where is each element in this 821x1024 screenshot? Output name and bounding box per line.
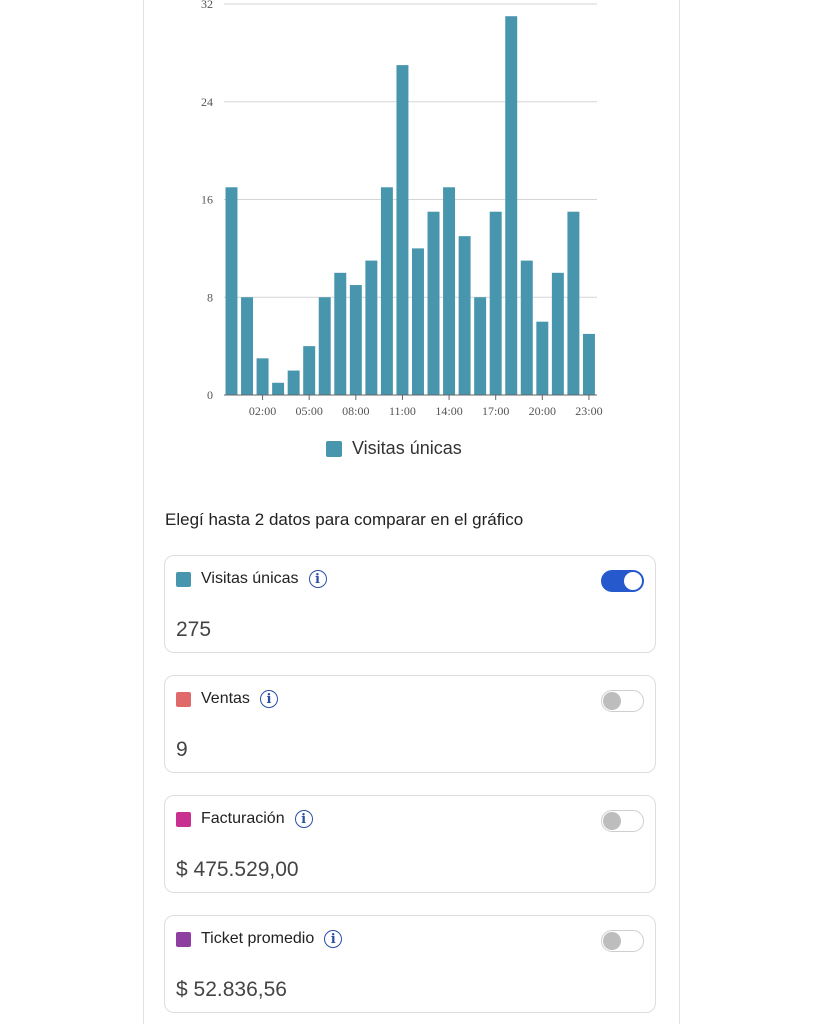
metric-toggle[interactable] (601, 690, 644, 712)
compare-prompt: Elegí hasta 2 datos para comparar en el … (165, 510, 524, 529)
toggle-knob (603, 932, 621, 950)
metric-label: Visitas únicas (201, 570, 299, 587)
y-tick-label: 8 (207, 290, 213, 304)
bar-10:00 (380, 187, 393, 395)
bar-00:00 (225, 187, 238, 395)
toggle-knob (603, 812, 621, 830)
y-tick-label: 0 (207, 388, 213, 402)
metric-header: Facturación i (176, 810, 313, 828)
x-tick-label: 17:00 (482, 404, 509, 418)
bar-13:00 (427, 211, 440, 395)
info-icon[interactable]: i (308, 570, 327, 588)
x-tick-label: 11:00 (389, 404, 416, 418)
info-icon[interactable]: i (259, 690, 278, 708)
info-icon[interactable]: i (324, 930, 343, 948)
x-tick-label: 02:00 (249, 404, 276, 418)
metric-card: Visitas únicas i 275 (164, 555, 656, 653)
bar-20:00 (536, 321, 549, 395)
metric-card: Ventas i 9 (164, 675, 656, 773)
visits-bar-chart: 0 8 16 24 32 02:00 05:00 08:00 11:00 14:00 17:00 20… (201, 0, 603, 418)
legend-label: Visitas únicas (352, 438, 462, 458)
metric-color-swatch (176, 571, 191, 587)
bar-15:00 (458, 236, 471, 395)
x-tick-label: 08:00 (342, 404, 369, 418)
x-tick-label: 23:00 (575, 404, 602, 418)
toggle-knob (624, 572, 642, 590)
toggle-knob (603, 692, 621, 710)
metric-color-swatch (176, 691, 191, 707)
metric-header: Visitas únicas i (176, 570, 327, 588)
metric-color-swatch (176, 811, 191, 827)
bar-03:00 (272, 382, 285, 395)
bar-05:00 (303, 346, 316, 395)
y-tick-label: 24 (201, 95, 213, 109)
metric-toggle[interactable] (601, 570, 644, 592)
bar-09:00 (365, 260, 378, 395)
bar-14:00 (443, 187, 456, 395)
bar-16:00 (474, 297, 487, 395)
bar-06:00 (318, 297, 331, 395)
bar-22:00 (567, 211, 580, 395)
chart-legend: Visitas únicas (326, 438, 462, 459)
y-tick-label: 16 (201, 193, 213, 207)
bar-12:00 (412, 248, 424, 395)
x-tick-label: 20:00 (529, 404, 556, 418)
metric-card: Facturación i $ 475.529,00 (164, 795, 656, 893)
metric-label: Facturación (201, 810, 285, 827)
x-tick-label: 05:00 (296, 404, 323, 418)
bar-21:00 (551, 272, 564, 395)
bar-08:00 (349, 285, 362, 395)
bar-02:00 (256, 358, 269, 395)
y-tick-label: 32 (201, 0, 213, 11)
metric-card: Ticket promedio i $ 52.836,56 (164, 915, 656, 1013)
metric-value: $ 52.836,56 (176, 978, 287, 1001)
bar-07:00 (334, 272, 347, 395)
bar-19:00 (520, 260, 533, 395)
bar-11:00 (396, 65, 409, 395)
metric-color-swatch (176, 931, 191, 947)
metric-toggle[interactable] (601, 930, 644, 952)
bar-23:00 (582, 333, 595, 395)
metric-header: Ticket promedio i (176, 930, 343, 948)
bar-04:00 (287, 370, 300, 395)
bar-17:00 (489, 211, 502, 395)
legend-swatch (326, 440, 342, 457)
metric-value: 9 (176, 738, 188, 761)
metric-label: Ventas (201, 690, 250, 707)
metric-header: Ventas i (176, 690, 278, 708)
x-tick-label: 14:00 (435, 404, 462, 418)
bar-18:00 (505, 16, 518, 395)
metric-value: $ 475.529,00 (176, 858, 299, 881)
metric-label: Ticket promedio (201, 930, 315, 947)
metric-toggle[interactable] (601, 810, 644, 832)
bar-01:00 (241, 297, 254, 395)
metric-value: 275 (176, 618, 212, 641)
info-icon[interactable]: i (294, 810, 313, 828)
